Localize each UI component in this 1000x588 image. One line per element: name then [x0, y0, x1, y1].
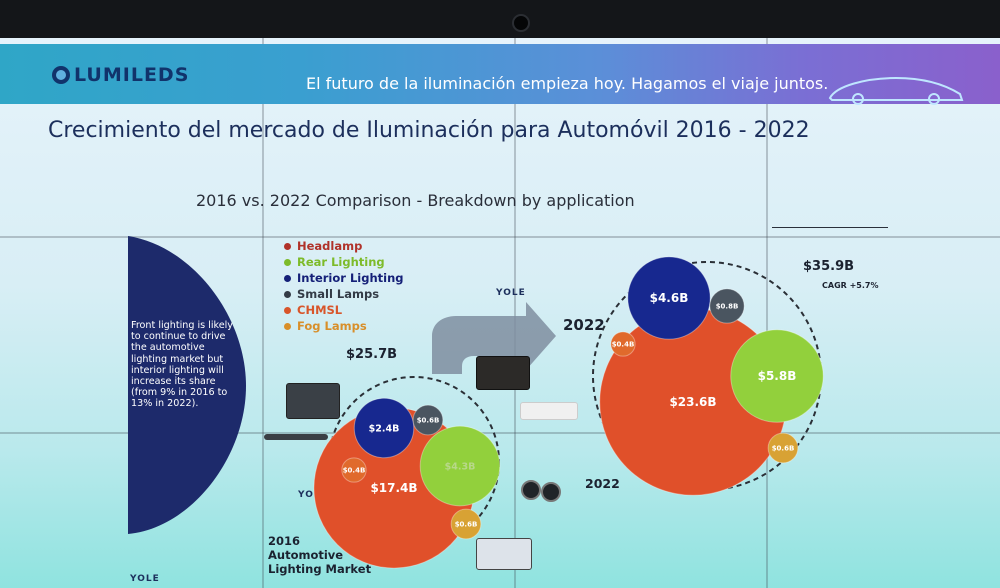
- data-label-chmsl-2022: $0.4B: [612, 340, 635, 348]
- legend-item-rear-lighting: Rear Lighting: [284, 254, 404, 270]
- legend-item-small-lamps: Small Lamps: [284, 286, 404, 302]
- slide-screen: LUMILEDS El futuro de la iluminación emp…: [0, 38, 1000, 588]
- data-label-headlamp-2022: $23.6B: [669, 395, 716, 409]
- display-seam: [262, 38, 264, 588]
- bubble-interior-lighting-2022: [627, 256, 711, 340]
- legend-label: Rear Lighting: [297, 255, 385, 269]
- interior-lamp-thumbnail: [476, 356, 530, 390]
- lumileds-logo-icon: [52, 66, 70, 84]
- yole-logo: YOLE: [130, 574, 160, 584]
- bubble-chmsl-2022: [610, 331, 636, 357]
- tagline: El futuro de la iluminación empieza hoy.…: [306, 74, 829, 93]
- year-label-2022: 2022: [585, 476, 620, 491]
- legend-label: Interior Lighting: [297, 271, 404, 285]
- display-seam: [0, 236, 1000, 238]
- total-label-2016: $25.7B: [346, 347, 397, 362]
- data-label-small-lamps-2016: $0.6B: [417, 416, 440, 424]
- legend-label: CHMSL: [297, 303, 343, 317]
- data-label-rear-lighting-2016: $4.3B: [445, 461, 476, 472]
- page-title: Crecimiento del mercado de Iluminación p…: [48, 118, 810, 143]
- legend-item-fog-lamps: Fog Lamps: [284, 318, 404, 334]
- data-label-fog-lamps-2016: $0.6B: [455, 520, 478, 528]
- car-outline-icon: [828, 76, 964, 105]
- data-label-headlamp-2016: $17.4B: [370, 481, 417, 495]
- bubble-rear-lighting-2016: [419, 425, 501, 507]
- bubble-rear-lighting-2022: [730, 329, 824, 423]
- data-label-interior-lighting-2016: $2.4B: [369, 423, 400, 434]
- note-text: Front lighting is likely to continue to …: [131, 320, 233, 410]
- legend-marker: [284, 258, 291, 266]
- display-seam: [0, 432, 1000, 434]
- display-seam: [766, 38, 768, 588]
- bubble-small-lamps-2022: [709, 288, 745, 324]
- legend-marker: [284, 242, 291, 250]
- bubble-chmsl-2016: [341, 457, 367, 483]
- legend-label: Headlamp: [297, 239, 363, 253]
- arrow-year-label: 2022: [563, 316, 605, 334]
- legend-marker: [284, 290, 291, 298]
- bubble-small-lamps-2016: [412, 404, 444, 436]
- total-label-2022: $35.9B: [803, 259, 854, 274]
- legend-item-interior-lighting: Interior Lighting: [284, 270, 404, 286]
- fog-lamps-thumbnail: [521, 480, 561, 502]
- legend-marker: [284, 322, 291, 330]
- data-label-rear-lighting-2022: $5.8B: [758, 369, 797, 383]
- legend-label: Small Lamps: [297, 287, 380, 301]
- bubble-fog-lamps-2022: [767, 432, 799, 464]
- data-label-small-lamps-2022: $0.8B: [716, 302, 739, 310]
- header-banner: LUMILEDS: [0, 44, 1000, 105]
- legend-marker: [284, 306, 291, 314]
- note-panel-shape: [128, 236, 246, 534]
- data-label-fog-lamps-2022: $0.6B: [772, 444, 795, 452]
- legend-marker: [284, 274, 291, 282]
- taillight-thumbnail: [520, 402, 578, 420]
- chart-caption: 2016 Automotive Lighting Market: [268, 534, 372, 576]
- yole-logo: YOLE: [496, 288, 526, 298]
- webcam: [512, 14, 530, 32]
- headlamp-unit-thumbnail: [476, 538, 532, 570]
- bubble-fog-lamps-2016: [450, 508, 482, 540]
- light-bar-thumbnail: [264, 434, 328, 440]
- subtitle-rule: [772, 227, 888, 228]
- logo-text: LUMILEDS: [74, 64, 190, 86]
- chart-subtitle: 2016 vs. 2022 Comparison - Breakdown by …: [196, 191, 635, 210]
- headlamp-thumbnail: [286, 383, 340, 419]
- lumileds-logo: LUMILEDS: [52, 64, 189, 86]
- legend-item-chmsl: CHMSL: [284, 302, 404, 318]
- data-label-interior-lighting-2022: $4.6B: [650, 291, 689, 305]
- legend-item-headlamp: Headlamp: [284, 238, 404, 254]
- data-label-chmsl-2016: $0.4B: [343, 466, 366, 474]
- bubble-interior-lighting-2016: [353, 397, 415, 459]
- display-seam: [514, 38, 516, 588]
- bubble-chart: $25.7B $17.4B $4.3B $2.4B $0.6B $0.6B $0.4B $35…: [313, 256, 878, 569]
- chart-legend: Headlamp Rear Lighting Interior Lighting…: [284, 238, 404, 334]
- yole-logo: YOLE: [298, 490, 328, 500]
- cagr-label: CAGR +5.7%: [822, 281, 878, 290]
- legend-label: Fog Lamps: [297, 319, 367, 333]
- monitor-bezel: [0, 0, 1000, 40]
